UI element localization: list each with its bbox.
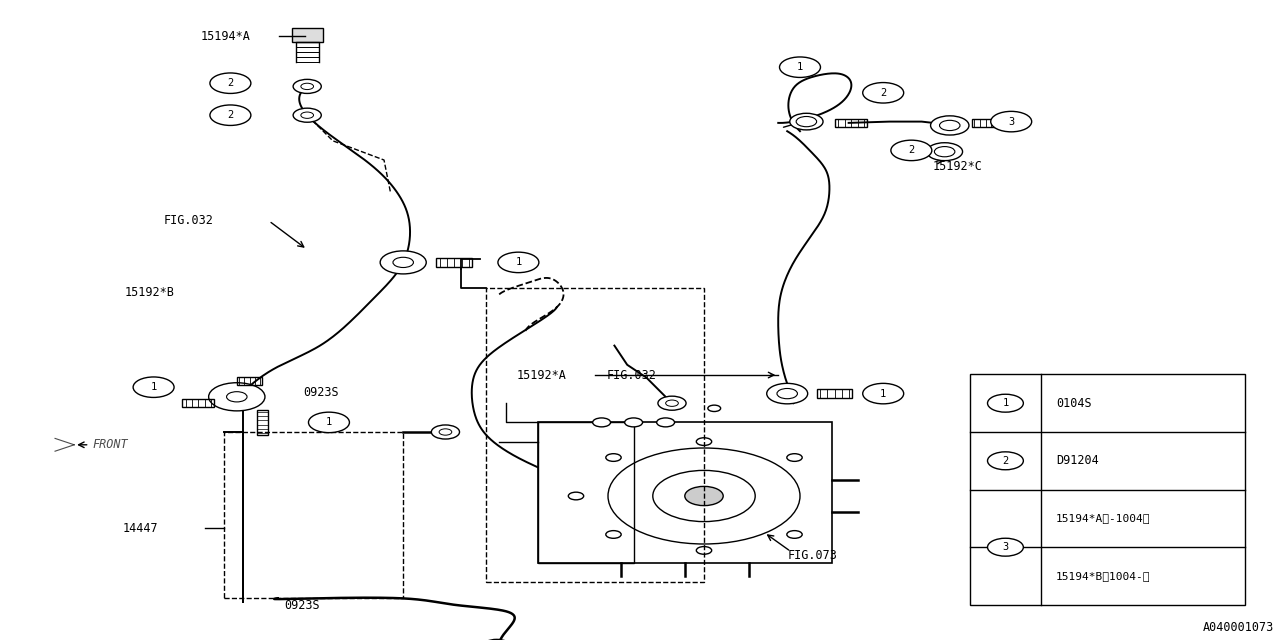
Circle shape: [696, 438, 712, 445]
Text: 1: 1: [881, 388, 886, 399]
Circle shape: [498, 252, 539, 273]
Text: 0923S: 0923S: [284, 599, 320, 612]
Circle shape: [696, 547, 712, 554]
Circle shape: [931, 116, 969, 135]
Text: 3: 3: [1002, 542, 1009, 552]
Text: 15194*A（-1004）: 15194*A（-1004）: [1056, 513, 1151, 524]
Text: 0104S: 0104S: [1056, 397, 1092, 410]
Bar: [486, 288, 704, 582]
Circle shape: [308, 412, 349, 433]
Text: 2: 2: [228, 110, 233, 120]
Circle shape: [787, 454, 803, 461]
Text: 1: 1: [151, 382, 156, 392]
Text: 2: 2: [228, 78, 233, 88]
Circle shape: [657, 418, 675, 427]
Text: FRONT: FRONT: [92, 438, 128, 451]
Text: 14447: 14447: [123, 522, 159, 534]
Circle shape: [605, 531, 621, 538]
Text: 15192*C: 15192*C: [933, 160, 983, 173]
Circle shape: [568, 492, 584, 500]
Circle shape: [988, 538, 1024, 556]
Circle shape: [790, 113, 823, 130]
Circle shape: [209, 383, 265, 411]
Circle shape: [927, 143, 963, 161]
Text: 2: 2: [909, 145, 914, 156]
Text: 2: 2: [1002, 456, 1009, 466]
Bar: [182, 399, 214, 408]
Circle shape: [767, 383, 808, 404]
Circle shape: [210, 105, 251, 125]
Circle shape: [787, 531, 803, 538]
Text: FIG.073: FIG.073: [787, 549, 837, 562]
Text: 0923S: 0923S: [303, 387, 339, 399]
Circle shape: [685, 486, 723, 506]
Text: 15192*A: 15192*A: [517, 369, 567, 381]
Text: 1: 1: [326, 417, 332, 428]
Text: FIG.032: FIG.032: [164, 214, 214, 227]
Circle shape: [625, 418, 643, 427]
Circle shape: [658, 396, 686, 410]
Bar: [256, 410, 269, 435]
Text: 15194*A: 15194*A: [201, 30, 251, 43]
Text: 2: 2: [881, 88, 886, 98]
Circle shape: [708, 405, 721, 412]
Text: A040001073: A040001073: [1202, 621, 1274, 634]
Circle shape: [780, 57, 820, 77]
Bar: [836, 118, 868, 127]
Text: 3: 3: [1009, 116, 1014, 127]
Circle shape: [863, 383, 904, 404]
Bar: [538, 422, 832, 563]
Bar: [972, 118, 1000, 127]
Circle shape: [483, 639, 511, 640]
Bar: [237, 376, 262, 385]
Bar: [224, 432, 403, 598]
Bar: [436, 258, 472, 266]
Circle shape: [863, 83, 904, 103]
Text: 1: 1: [797, 62, 803, 72]
Text: D91204: D91204: [1056, 454, 1098, 467]
Circle shape: [431, 425, 460, 439]
Bar: [817, 389, 852, 397]
Text: FIG.032: FIG.032: [607, 369, 657, 381]
Circle shape: [293, 108, 321, 122]
Circle shape: [133, 377, 174, 397]
Circle shape: [605, 454, 621, 461]
Text: 15194*B（1004-）: 15194*B（1004-）: [1056, 571, 1151, 581]
Bar: [970, 374, 1245, 605]
Circle shape: [891, 140, 932, 161]
Text: 1: 1: [1002, 398, 1009, 408]
Bar: [538, 422, 634, 563]
Bar: [292, 28, 323, 42]
Circle shape: [988, 452, 1024, 470]
Circle shape: [293, 79, 321, 93]
Circle shape: [380, 251, 426, 274]
Circle shape: [988, 394, 1024, 412]
Text: 15192*B: 15192*B: [124, 286, 174, 299]
Circle shape: [210, 73, 251, 93]
Text: 1: 1: [516, 257, 521, 268]
Circle shape: [991, 111, 1032, 132]
Circle shape: [593, 418, 611, 427]
